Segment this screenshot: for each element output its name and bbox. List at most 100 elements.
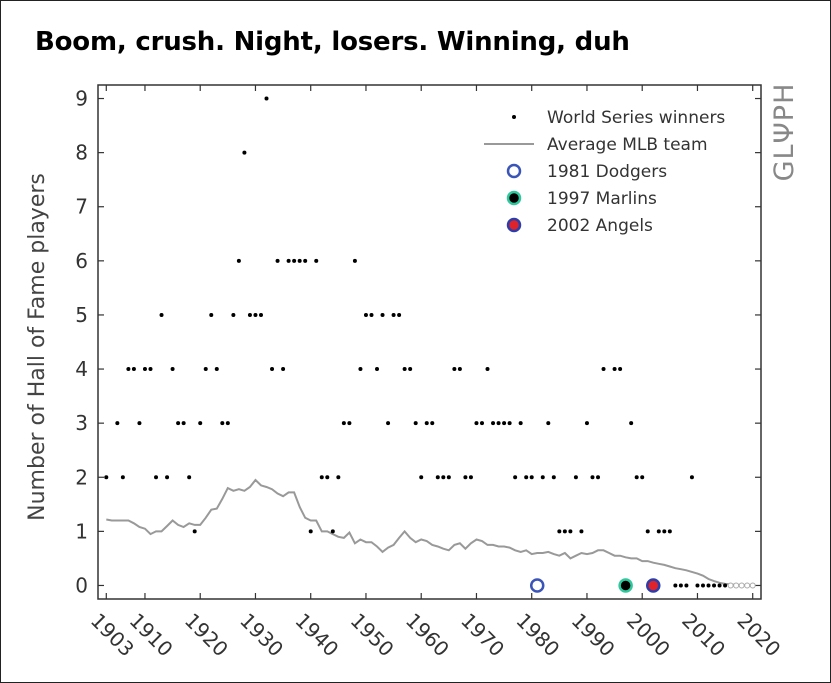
y-tick-label: 2 [75,465,88,489]
legend-marker-winners [512,115,516,119]
winner-point [126,367,131,372]
winner-point [319,475,324,480]
winner-point [380,312,385,317]
winner-point [629,421,634,426]
x-tick-label: 2010 [677,608,730,661]
winner-point [203,367,208,372]
winner-point [375,367,380,372]
winner-point [689,475,694,480]
x-tick-label: 1950 [346,608,399,661]
winner-point [176,421,181,426]
y-axis-label: Number of Hall of Fame players [25,173,50,521]
winner-point [297,258,302,263]
x-tick-label: 1920 [180,608,233,661]
winner-point [131,367,136,372]
winner-point [325,475,330,480]
y-tick-label: 8 [75,141,88,165]
winner-point [303,258,308,263]
winner-point [220,421,225,426]
winner-point [242,150,247,155]
y-tick-label: 0 [75,573,88,597]
winner-point-hollow [727,582,734,589]
plot-area-border [97,84,762,600]
winner-point [430,421,435,426]
winner-point [457,367,462,372]
winner-point [209,312,214,317]
x-tick-label: 2000 [622,608,675,661]
winner-point [275,258,280,263]
legend-marker-highlight [506,190,522,206]
x-tick-label: 1930 [235,608,288,661]
winner-point [706,583,711,588]
x-tick-label: 1903 [86,608,139,661]
winner-point [120,475,125,480]
winner-point [568,529,573,534]
winner-point [452,367,457,372]
winner-point [485,367,490,372]
winner-point [363,312,368,317]
winner-point [717,583,722,588]
winner-point [264,96,269,101]
x-tick-label: 1970 [456,608,509,661]
winner-point [712,583,717,588]
winner-point [579,529,584,534]
winner-point [198,421,203,426]
winner-point [391,312,396,317]
winner-point [700,583,705,588]
winner-point [247,312,252,317]
winner-point [308,529,313,534]
winner-point [601,367,606,372]
x-tick-label: 1910 [125,608,178,661]
y-tick-label: 9 [75,87,88,111]
winner-point [413,421,418,426]
winner-point [165,475,170,480]
winner-point [258,312,263,317]
winner-point [347,421,352,426]
winner-point [314,258,319,263]
winner-point [584,421,589,426]
chart-title: Boom, crush. Night, losers. Winning, duh [35,27,630,57]
winner-point [540,475,545,480]
winner-point [214,367,219,372]
winner-point [640,475,645,480]
winner-point [446,475,451,480]
winner-point [684,583,689,588]
winner-point [236,258,241,263]
highlight-1981-dodgers [529,578,545,593]
x-tick-label: 2020 [732,608,785,661]
legend-label: 1981 Dodgers [547,162,667,182]
legend-label: 1997 Marlins [547,189,657,209]
winner-point [336,475,341,480]
x-tick-label: 1990 [567,608,620,661]
y-tick-label: 7 [75,195,88,219]
y-tick-label: 1 [75,519,88,543]
x-tick-label: 1980 [511,608,564,661]
winner-point [281,367,286,372]
winner-point [590,475,595,480]
winner-point [573,475,578,480]
winner-point [192,529,197,534]
winner-point [104,475,109,480]
x-tick-label: 1960 [401,608,454,661]
winner-point [518,421,523,426]
winner-point-hollow [738,582,745,589]
winner-point [463,475,468,480]
winner-point-hollow [744,582,751,589]
winner-point [154,475,159,480]
winner-point [159,312,164,317]
winner-point [474,421,479,426]
winner-point [386,421,391,426]
y-tick-label: 3 [75,411,88,435]
winner-point [634,475,639,480]
winner-point-hollow [733,582,740,589]
winner-point [402,367,407,372]
winner-point [502,421,507,426]
winner-point [137,421,142,426]
winner-point [225,421,230,426]
legend-label: World Series winners [547,108,725,128]
legend-label: Average MLB team [547,135,708,155]
winner-point [115,421,120,426]
winner-point [618,367,623,372]
winner-point [656,529,661,534]
winner-point [546,421,551,426]
